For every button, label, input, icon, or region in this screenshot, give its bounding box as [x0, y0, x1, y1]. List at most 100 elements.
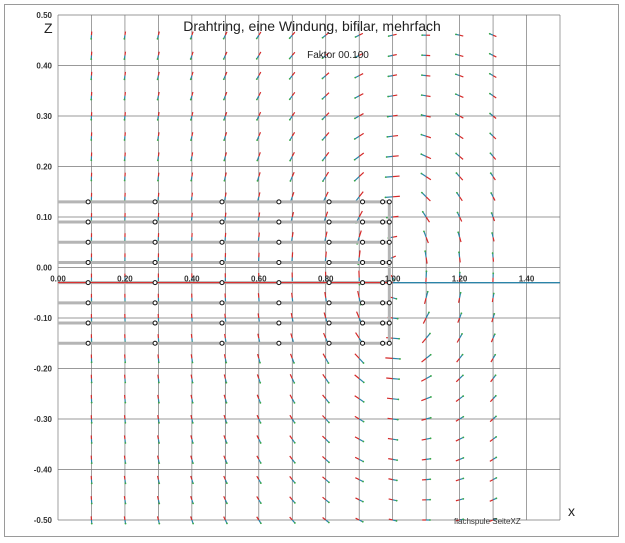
field-vector-tip — [321, 57, 324, 59]
field-vector-tip — [489, 92, 491, 95]
field-vector-tip — [223, 139, 226, 142]
field-vector-tail — [459, 75, 464, 78]
field-vector-tip — [90, 381, 93, 384]
field-vector-tip — [123, 139, 126, 141]
field-vector-tip — [420, 114, 423, 116]
wire-marker — [85, 320, 91, 326]
field-vector-tail — [289, 394, 293, 400]
field-vector-tail — [492, 75, 497, 79]
field-vector-tip — [489, 132, 492, 135]
field-vector-tail — [224, 31, 228, 36]
y-tick-label: -0.10 — [34, 314, 53, 323]
y-tick-label: 0.20 — [36, 163, 52, 172]
field-vector-tail — [421, 378, 427, 382]
field-vector-tail — [354, 353, 360, 359]
field-vector-head — [387, 135, 393, 138]
field-vector-tip — [259, 401, 262, 404]
field-vector-tip — [90, 37, 93, 40]
field-vector-tail — [358, 52, 364, 56]
field-vector-tail — [325, 171, 330, 177]
field-vector-tip — [494, 374, 497, 377]
field-vector-tip — [191, 381, 194, 384]
field-vector-tail — [456, 358, 461, 363]
field-vector-tip — [223, 118, 225, 121]
field-vector-tail — [156, 516, 159, 521]
field-vector-tail — [425, 176, 432, 181]
field-vector-tip — [123, 159, 126, 162]
field-vector-tip — [157, 381, 160, 384]
field-vector-tail — [123, 516, 126, 521]
field-vector-tip — [491, 252, 494, 254]
field-vector-tip — [259, 462, 262, 464]
field-vector-tail — [491, 297, 494, 303]
field-vector-tip — [156, 98, 159, 101]
wire-marker — [85, 239, 91, 245]
field-vector-tip — [362, 500, 364, 503]
field-vector-tail — [258, 152, 261, 157]
field-vector-tail — [392, 94, 398, 97]
field-vector-tail — [456, 337, 461, 343]
field-vector-tail — [190, 354, 193, 359]
field-vector-tail — [489, 479, 494, 482]
chart-title: Drahtring, eine Windung, bifilar, mehrfa… — [183, 18, 441, 34]
field-vector-tail — [123, 496, 126, 500]
wire-marker — [276, 239, 282, 245]
wire-marker — [386, 239, 392, 245]
field-vector-tip — [289, 159, 292, 162]
field-vector-tail — [392, 195, 400, 198]
field-vector-tip — [362, 420, 365, 423]
field-vector-tail — [325, 92, 330, 97]
field-vector-tail — [223, 516, 226, 521]
field-vector-tip — [289, 180, 292, 182]
wire-marker — [276, 300, 282, 306]
field-vector-tip — [123, 98, 126, 101]
field-vector-tail — [492, 237, 495, 242]
field-vector-head — [325, 358, 329, 364]
field-vector-tip — [259, 422, 262, 424]
x-tick-label: 1.40 — [519, 275, 535, 284]
field-vector-tail — [291, 151, 295, 157]
x-tick-label: 1.20 — [452, 275, 468, 284]
field-vector-tip — [353, 158, 356, 161]
field-vector-tip — [396, 418, 399, 421]
field-vector-head — [386, 155, 393, 158]
field-vector-tail — [388, 518, 393, 521]
field-vector-tip — [462, 415, 465, 418]
field-vector-tail — [289, 476, 293, 480]
field-vector-tail — [392, 235, 398, 238]
field-vector-tail — [224, 91, 228, 97]
field-vector-tail — [291, 71, 296, 76]
field-vector-tip — [192, 502, 194, 505]
field-vector-tip — [454, 93, 457, 96]
wire-marker — [152, 199, 158, 205]
x-axis-label: x — [568, 503, 575, 519]
wire-marker — [219, 340, 225, 346]
field-vector-tip — [458, 271, 461, 274]
field-vector-tail — [423, 297, 427, 305]
field-vector-tail — [157, 51, 160, 56]
field-vector-tip — [192, 482, 194, 485]
field-vector-tail — [426, 95, 431, 98]
field-vector-tip — [226, 502, 228, 505]
field-vector-tail — [358, 250, 361, 258]
field-vector-tip — [225, 442, 228, 444]
field-vector-tip — [393, 279, 396, 281]
field-vector-tail — [224, 333, 226, 339]
field-vector-tip — [328, 421, 330, 424]
field-vector-tip — [385, 156, 388, 158]
field-vector-tail — [291, 171, 295, 177]
field-vector-tip — [362, 362, 365, 364]
field-vector-tail — [124, 71, 127, 76]
field-vector-tip — [90, 98, 93, 101]
field-vector-tip — [158, 462, 161, 465]
field-vector-tip — [90, 502, 93, 505]
field-vector-tip — [461, 333, 463, 335]
field-vector-tail — [190, 414, 193, 420]
field-vector-tail — [258, 51, 262, 56]
field-vector-tip — [288, 78, 291, 80]
field-vector-tail — [455, 438, 460, 442]
field-vector-tip — [421, 54, 423, 57]
y-tick-label: -0.20 — [34, 365, 53, 374]
field-vector-tail — [358, 171, 365, 178]
field-vector-tip — [293, 461, 296, 464]
